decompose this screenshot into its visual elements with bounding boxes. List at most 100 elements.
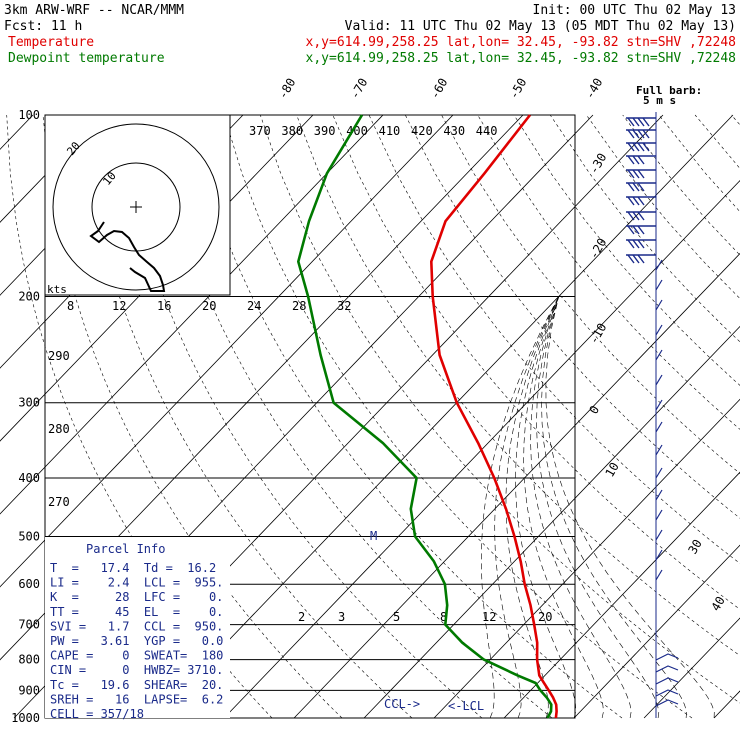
theta-side-label: 270 <box>48 495 70 509</box>
speed-tick-label: 8 <box>67 299 74 313</box>
isotherm-line <box>223 180 740 719</box>
theta-label: 420 <box>411 124 433 138</box>
dry-adiabat <box>477 114 740 430</box>
mixing-ratio-label: 5 <box>393 610 400 624</box>
barb-flag <box>632 182 640 192</box>
barb-flag <box>637 142 645 152</box>
dry-adiabat <box>549 114 740 343</box>
speed-tick-label: 12 <box>112 299 126 313</box>
parcel-info-background <box>45 537 230 718</box>
ccl-marker: CCL-> <box>384 697 420 711</box>
moist-adiabat <box>541 296 687 719</box>
m-marker: M <box>370 529 377 543</box>
isotherm-tick-label: -10 <box>586 321 609 347</box>
barb-flag <box>627 169 635 179</box>
mixing-ratio-labels: 2 3 5 8 12 20 <box>298 610 552 624</box>
valid-time: Valid: 11 UTC Thu 02 May 13 (05 MDT Thu … <box>345 19 736 34</box>
barb-flag <box>627 211 635 221</box>
barb-low-level <box>655 653 679 661</box>
pressure-axis: 100 200 300 400 500 600 700 800 900 1000 <box>11 108 40 725</box>
barb-flag <box>637 239 645 249</box>
theta-label: 370 <box>249 124 271 138</box>
speed-scale: 8 12 16 20 24 28 32 <box>67 299 351 313</box>
barb-flag <box>637 117 645 127</box>
temperature-location: x,y=614.99,258.25 lat,lon= 32.45, -93.82… <box>306 35 736 50</box>
isotherm-line <box>713 690 740 719</box>
dry-adiabat <box>260 114 740 704</box>
theta-label: 440 <box>476 124 498 138</box>
hodograph-frame <box>44 114 231 296</box>
barb-tick <box>655 421 663 433</box>
isotherm-tick-label: -40 <box>582 76 605 102</box>
pressure-tick-label: 600 <box>18 577 40 591</box>
isotherm-line <box>433 398 740 719</box>
barb-tick <box>655 324 663 336</box>
dry-adiabat <box>441 114 740 474</box>
mixing-ratio-label: 12 <box>482 610 496 624</box>
dry-adiabat <box>586 114 740 299</box>
isotherm-line <box>0 114 384 515</box>
parcel-info-row: CIN = 0 HWBZ= 3710. <box>50 663 223 677</box>
barb-flag <box>642 117 650 127</box>
parcel-info-row: CELL = 357/18 <box>50 707 144 721</box>
pressure-tick-label: 100 <box>18 108 40 122</box>
dry-adiabat <box>296 114 740 657</box>
isotherm-tick-label: -50 <box>506 76 529 102</box>
isotherm-tick-label: 10 <box>602 460 621 480</box>
moist-adiabat <box>530 296 632 719</box>
temperature-legend: Temperature <box>8 35 94 50</box>
moist-adiabat <box>545 296 715 719</box>
model-title: 3km ARW-WRF -- NCAR/MMM <box>4 3 184 18</box>
dewpoint-legend: Dewpoint temperature <box>8 51 165 66</box>
isotherm-line <box>0 114 524 661</box>
dry-adiabat <box>731 114 740 126</box>
barb-flag <box>637 129 645 139</box>
barb-flag <box>627 239 635 249</box>
parcel-info-row: T = 17.4 Td = 16.2 <box>50 561 216 575</box>
theta-label: 380 <box>281 124 303 138</box>
moist-adiabat <box>515 296 577 719</box>
barb-tick <box>655 259 663 271</box>
mixing-ratio-label: 3 <box>338 610 345 624</box>
theta-label: 430 <box>443 124 465 138</box>
barb-flag <box>632 155 640 165</box>
parcel-info-row: PW = 3.61 YGP = 0.0 <box>50 634 223 648</box>
parcel-info-row: SREH = 16 LAPSE= 6.2 <box>50 692 223 706</box>
pressure-tick-label: 400 <box>18 471 40 485</box>
dry-adiabat <box>405 114 740 519</box>
barb-flag <box>637 196 645 206</box>
dry-adiabat <box>622 114 740 256</box>
barb-tick <box>655 529 663 541</box>
barb-legend-unit: 5 m s <box>643 94 676 107</box>
moist-adiabat <box>480 296 559 719</box>
barb-tick <box>655 489 663 501</box>
barb-flag <box>627 155 635 165</box>
parcel-info-title: Parcel Info <box>86 542 165 556</box>
dry-adiabat <box>223 114 693 719</box>
dewpoint-line <box>296 114 553 719</box>
barb-flag <box>637 225 645 235</box>
isotherm-line <box>363 325 740 719</box>
pressure-tick-label: 700 <box>18 618 40 632</box>
moist-adiabat <box>494 296 559 719</box>
barb-flag <box>627 254 635 264</box>
speed-tick-label: 32 <box>337 299 351 313</box>
pressure-tick-label: 1000 <box>11 711 40 725</box>
theta-label: 390 <box>314 124 336 138</box>
barb-low-level <box>655 689 679 697</box>
parcel-info-row: LI = 2.4 LCL = 955. <box>50 576 223 590</box>
hodograph-ring-outer <box>52 123 220 291</box>
dry-adiabat <box>368 114 740 564</box>
barb-flag <box>632 142 640 152</box>
theta-label: 410 <box>379 124 401 138</box>
barb-flag <box>637 254 645 264</box>
barb-tick <box>655 444 663 456</box>
theta-side-label: 290 <box>48 349 70 363</box>
moist-adiabat <box>523 296 604 719</box>
dry-adiabat <box>187 114 623 719</box>
barb-tick <box>655 509 663 521</box>
dry-adiabat <box>78 114 413 719</box>
speed-tick-label: 16 <box>157 299 171 313</box>
